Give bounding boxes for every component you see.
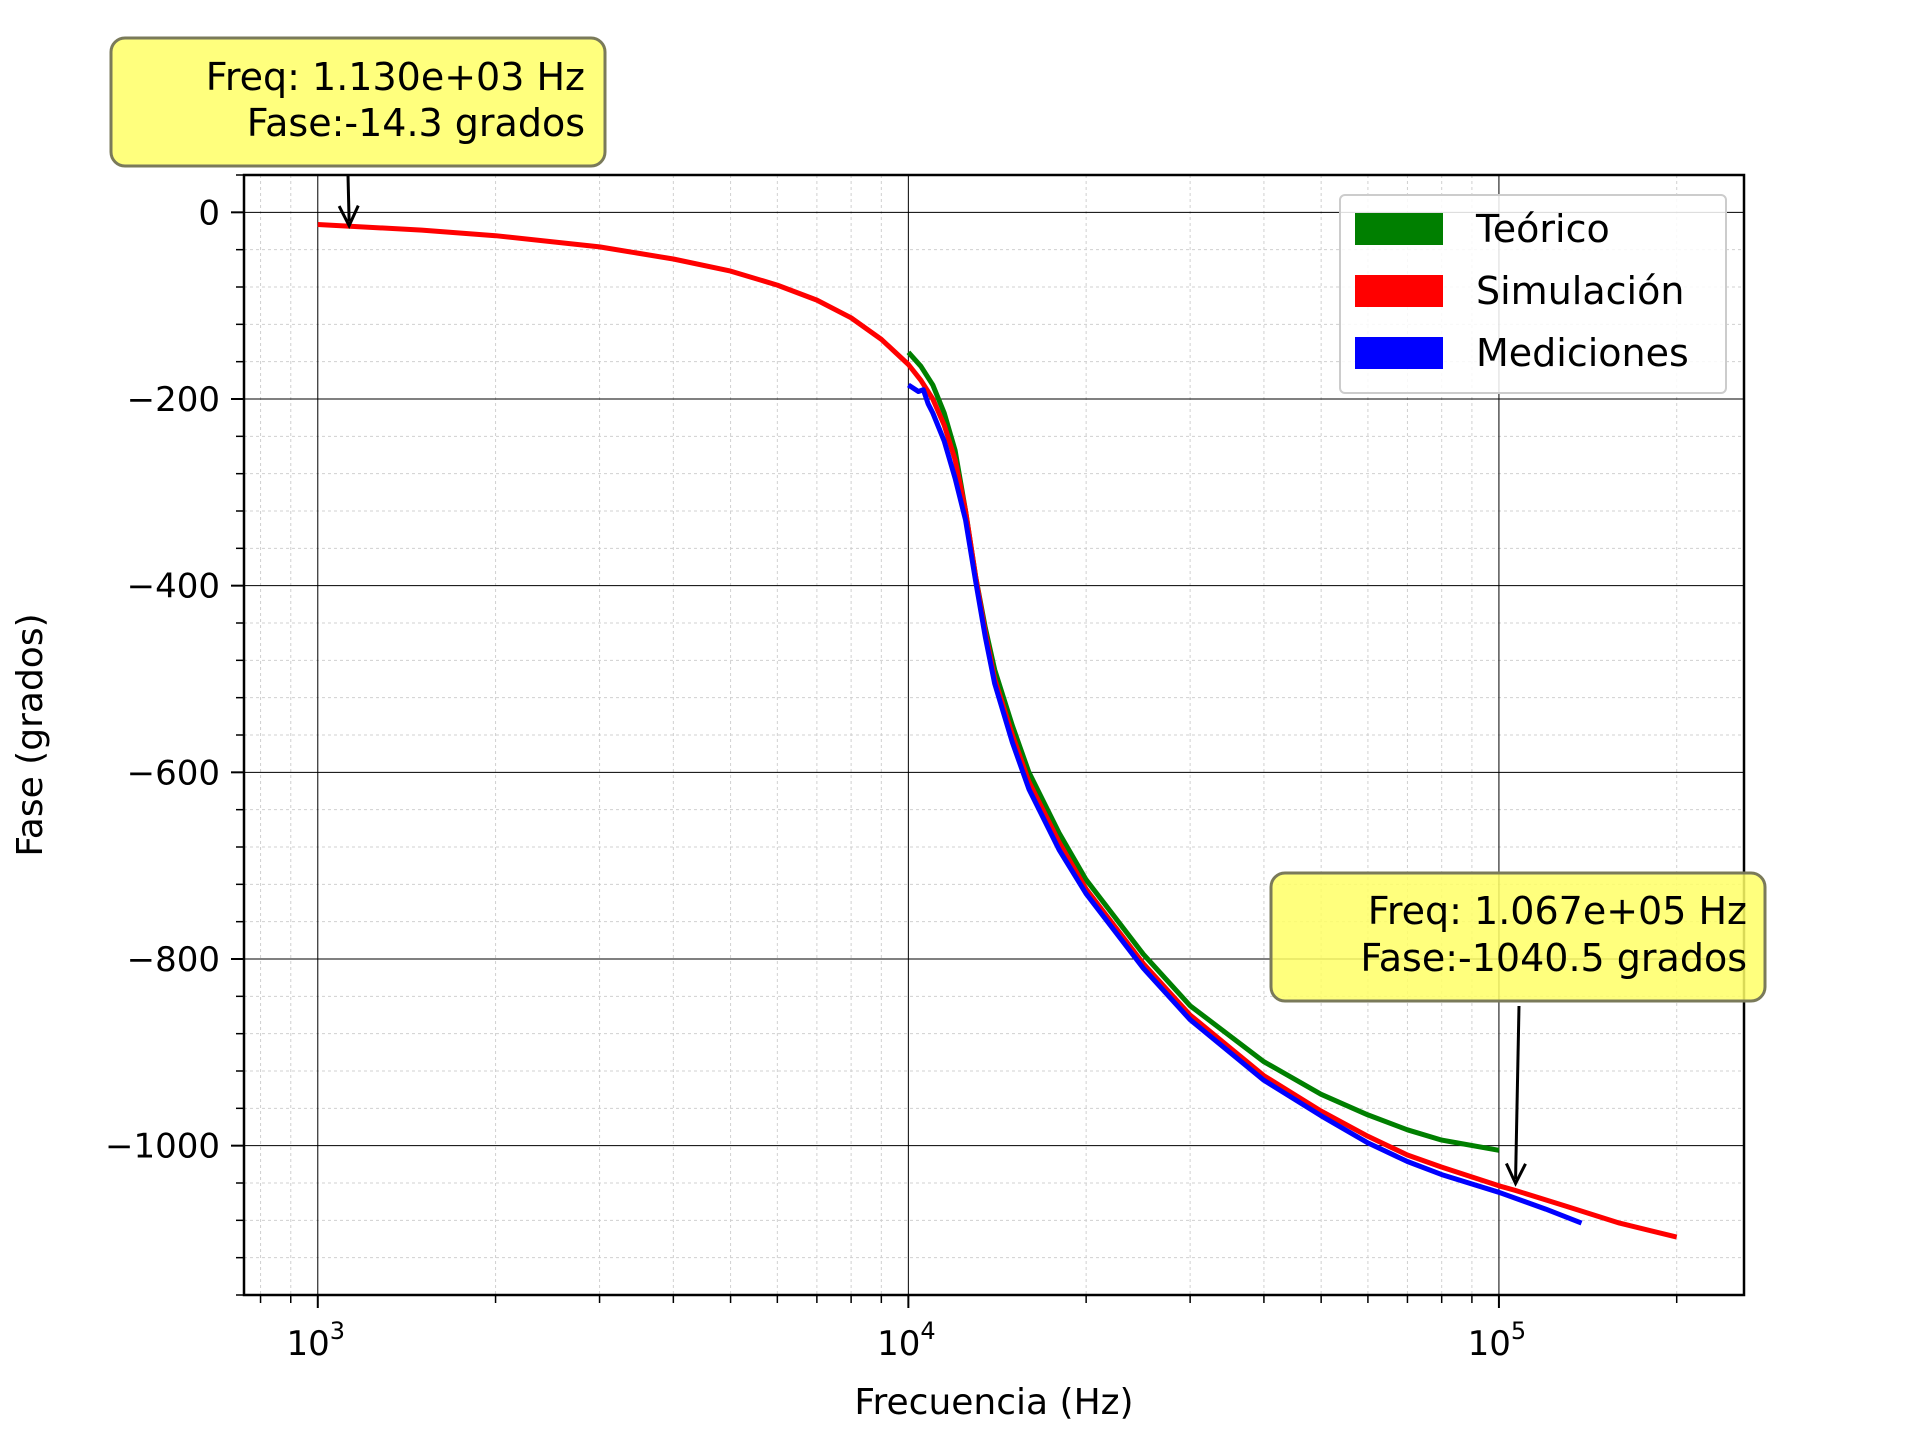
annotation-box	[109, 36, 607, 168]
y-tick-label: −1000	[105, 1127, 220, 1167]
legend-swatch	[1355, 213, 1443, 245]
annotation-phase-text: Fase:-1040.5 grados	[1360, 936, 1747, 980]
annotation-phase-text: Fase:-14.3 grados	[247, 101, 585, 145]
y-tick-label: −800	[127, 940, 220, 980]
x-tick-base: 10	[1468, 1324, 1511, 1364]
legend-label: Mediciones	[1476, 331, 1689, 375]
legend: Teórico Simulación Mediciones	[1339, 194, 1727, 394]
x-tick-base: 10	[877, 1324, 920, 1364]
series-line-teorico	[906, 350, 1500, 1153]
annotation-box	[1269, 871, 1767, 1003]
x-tick-exponent: 3	[330, 1317, 345, 1345]
legend-label: Simulación	[1476, 269, 1684, 313]
x-tick-label: 104	[877, 1317, 936, 1364]
annotation-arrow	[1514, 1005, 1521, 1180]
series-line-mediciones	[907, 382, 1583, 1226]
legend-swatch	[1355, 337, 1443, 369]
annotation-arrow	[346, 174, 351, 222]
x-tick-label: 103	[287, 1317, 346, 1364]
legend-label: Teórico	[1475, 207, 1610, 251]
y-tick-label: 0	[198, 193, 220, 233]
x-tick-exponent: 5	[1511, 1317, 1526, 1345]
x-tick-label: 105	[1468, 1317, 1527, 1364]
y-tick-label: −200	[127, 380, 220, 420]
annotation-freq-text: Freq: 1.130e+03 Hz	[206, 55, 585, 99]
y-axis-label: Fase (grados)	[10, 613, 51, 856]
x-tick-exponent: 4	[920, 1317, 935, 1345]
annotation-arrowhead	[1505, 1162, 1527, 1187]
annotation-freq-text: Freq: 1.067e+05 Hz	[1368, 889, 1747, 933]
series-layer	[317, 222, 1678, 1240]
legend-swatch	[1355, 275, 1443, 307]
annotation-arrowhead	[337, 205, 360, 230]
x-axis-label: Frecuencia (Hz)	[854, 1382, 1133, 1423]
y-tick-label: −400	[127, 567, 220, 607]
y-tick-label: −600	[127, 753, 220, 793]
x-tick-base: 10	[287, 1324, 330, 1364]
